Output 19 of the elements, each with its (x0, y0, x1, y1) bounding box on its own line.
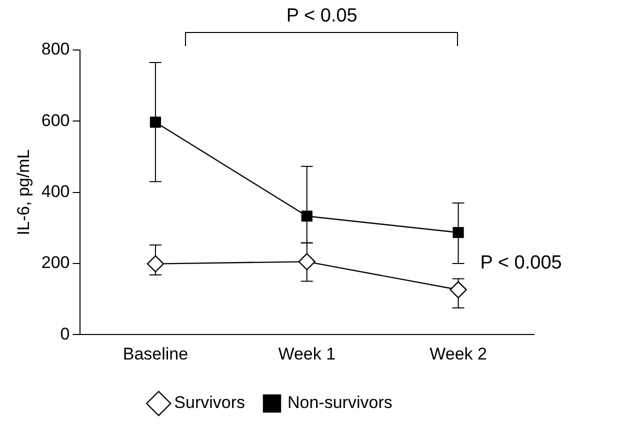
y-tick-label: 800 (41, 40, 70, 59)
y-tick-label: 600 (41, 110, 70, 130)
legend-label: Survivors (174, 393, 246, 412)
point (301, 210, 312, 222)
y-tick-label: 400 (41, 182, 70, 201)
text: P < 0.05 (286, 6, 358, 27)
x-tick-label: Baseline (122, 344, 188, 364)
point (298, 253, 316, 270)
legend-label: Non-survivors (287, 393, 392, 412)
point (150, 116, 162, 128)
point (452, 226, 464, 238)
annotation: P < 0.005 (480, 252, 562, 274)
point (450, 281, 467, 298)
x-tick-label: Week 1 (278, 344, 336, 364)
x-tick-label: Week 2 (430, 344, 487, 364)
y-axis-title: IL-6, pg/mL (14, 149, 33, 236)
y-tick-label: 200 (41, 253, 70, 272)
point (146, 255, 164, 272)
y-tick-label: 0 (60, 324, 70, 344)
